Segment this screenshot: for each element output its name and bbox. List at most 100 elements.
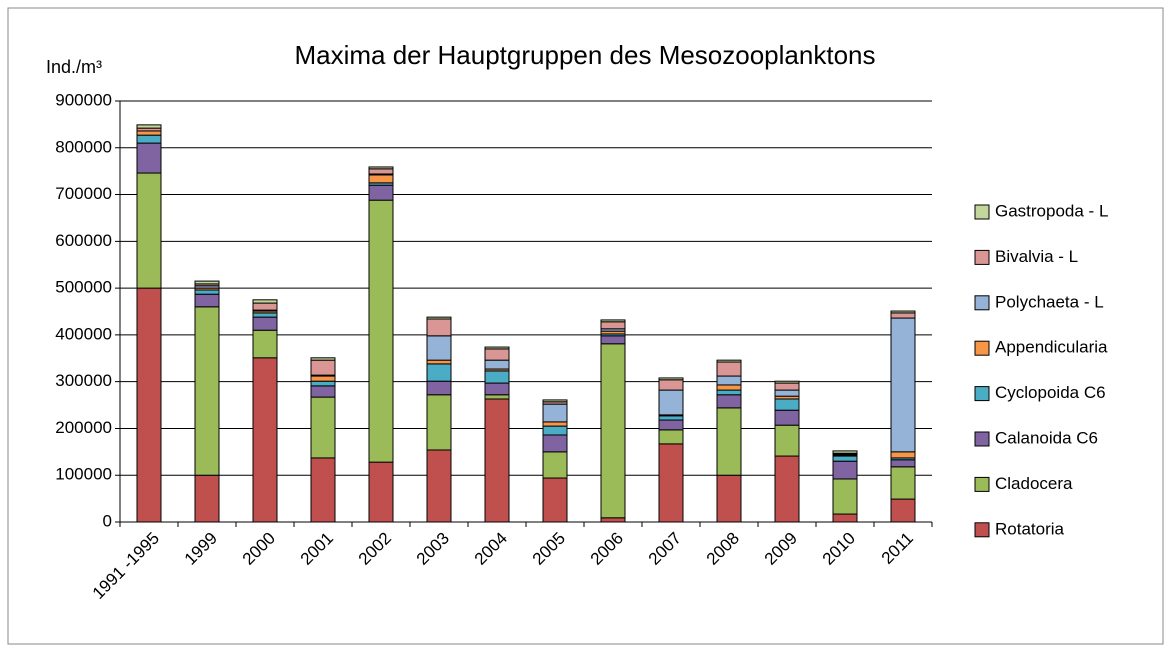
- legend-label: Bivalvia - L: [995, 247, 1078, 266]
- bar-segment: [484, 346, 510, 350]
- bar-segment: [368, 168, 394, 175]
- legend-swatch: [974, 522, 990, 538]
- bar-segment: [658, 379, 684, 391]
- bar-segment: [600, 319, 626, 323]
- bar-segment: [890, 451, 916, 459]
- bar-segment: [194, 474, 220, 523]
- bar-segment: [136, 287, 162, 523]
- bar-segment: [426, 359, 452, 365]
- bar-segment: [774, 409, 800, 426]
- y-tick-label: 100000: [55, 465, 112, 484]
- bar-segment: [542, 425, 568, 436]
- bar-segment: [832, 450, 858, 454]
- y-axis-label: Ind./m³: [46, 57, 102, 77]
- legend-swatch: [974, 295, 990, 311]
- bar-segment: [484, 359, 510, 370]
- bar-segment: [716, 474, 742, 523]
- bar-segment: [426, 363, 452, 382]
- bar-segment: [542, 421, 568, 427]
- bar-segment: [890, 498, 916, 523]
- bar-segment: [890, 459, 916, 468]
- legend-label: Gastropoda - L: [995, 201, 1108, 220]
- bar-segment: [136, 172, 162, 289]
- bar-segment: [368, 199, 394, 463]
- bar-segment: [426, 394, 452, 451]
- bar-segment: [194, 293, 220, 308]
- bar-segment: [194, 289, 220, 295]
- bar-segment: [310, 359, 336, 376]
- bar-segment: [310, 357, 336, 361]
- bar-segment: [774, 380, 800, 384]
- chart-frame: [7, 7, 1164, 645]
- bar-segment: [890, 310, 916, 314]
- legend-swatch: [974, 340, 990, 356]
- bar-segment: [136, 124, 162, 129]
- legend-label: Cladocera: [995, 474, 1073, 493]
- legend-label: Calanoida C6: [995, 428, 1098, 447]
- bar-segment: [658, 429, 684, 445]
- bar-segment: [774, 455, 800, 523]
- bar-segment: [890, 466, 916, 500]
- y-tick-label: 400000: [55, 324, 112, 343]
- bar-segment: [600, 335, 626, 345]
- legend-swatch: [974, 431, 990, 447]
- legend-label: Polychaeta - L: [995, 292, 1104, 311]
- bar-segment: [426, 318, 452, 337]
- bar-segment: [252, 312, 278, 318]
- bar-segment: [484, 348, 510, 361]
- bar-segment: [658, 419, 684, 431]
- bar-segment: [774, 424, 800, 457]
- chart-title: Maxima der Hauptgruppen des Mesozooplank…: [294, 40, 875, 70]
- bar-segment: [368, 174, 394, 184]
- bar-segment: [716, 375, 742, 386]
- bar-segment: [658, 443, 684, 523]
- bar-segment: [426, 449, 452, 523]
- bar-segment: [252, 302, 278, 311]
- bar-segment: [310, 375, 336, 382]
- bar-segment: [136, 142, 162, 174]
- bar-segment: [136, 130, 162, 136]
- bar-segment: [832, 460, 858, 480]
- bar-segment: [194, 306, 220, 476]
- legend-swatch: [974, 204, 990, 220]
- y-tick-label: 800000: [55, 137, 112, 156]
- bar-segment: [658, 389, 684, 416]
- bar-segment: [832, 455, 858, 462]
- y-tick-label: 200000: [55, 418, 112, 437]
- bar-segment: [600, 517, 626, 523]
- legend-swatch: [974, 249, 990, 265]
- y-tick-label: 0: [103, 511, 112, 530]
- bar-segment: [426, 335, 452, 361]
- bar-segment: [600, 321, 626, 330]
- bar-segment: [252, 357, 278, 523]
- y-tick-label: 600000: [55, 231, 112, 250]
- bar-segment: [310, 385, 336, 398]
- bar-segment: [832, 513, 858, 523]
- bar-segment: [484, 370, 510, 384]
- bar-segment: [600, 343, 626, 519]
- bar-segment: [542, 399, 568, 403]
- bar-segment: [716, 407, 742, 476]
- bar-segment: [658, 415, 684, 421]
- bar-segment: [774, 389, 800, 397]
- bar-segment: [194, 280, 220, 285]
- bar-segment: [252, 299, 278, 304]
- bar-segment: [716, 384, 742, 391]
- bar-segment: [716, 361, 742, 377]
- bar-segment: [310, 396, 336, 459]
- y-tick-label: 300000: [55, 371, 112, 390]
- bar-segment: [542, 434, 568, 453]
- bar-segment: [832, 478, 858, 515]
- bar-segment: [426, 316, 452, 320]
- legend-label: Appendicularia: [995, 338, 1108, 357]
- bar-segment: [774, 382, 800, 391]
- bar-segment: [252, 329, 278, 359]
- bar-segment: [310, 457, 336, 523]
- y-tick-label: 700000: [55, 184, 112, 203]
- bar-segment: [368, 461, 394, 523]
- bar-segment: [890, 317, 916, 453]
- y-tick-label: 500000: [55, 278, 112, 297]
- bar-segment: [542, 477, 568, 523]
- bar-segment: [774, 398, 800, 411]
